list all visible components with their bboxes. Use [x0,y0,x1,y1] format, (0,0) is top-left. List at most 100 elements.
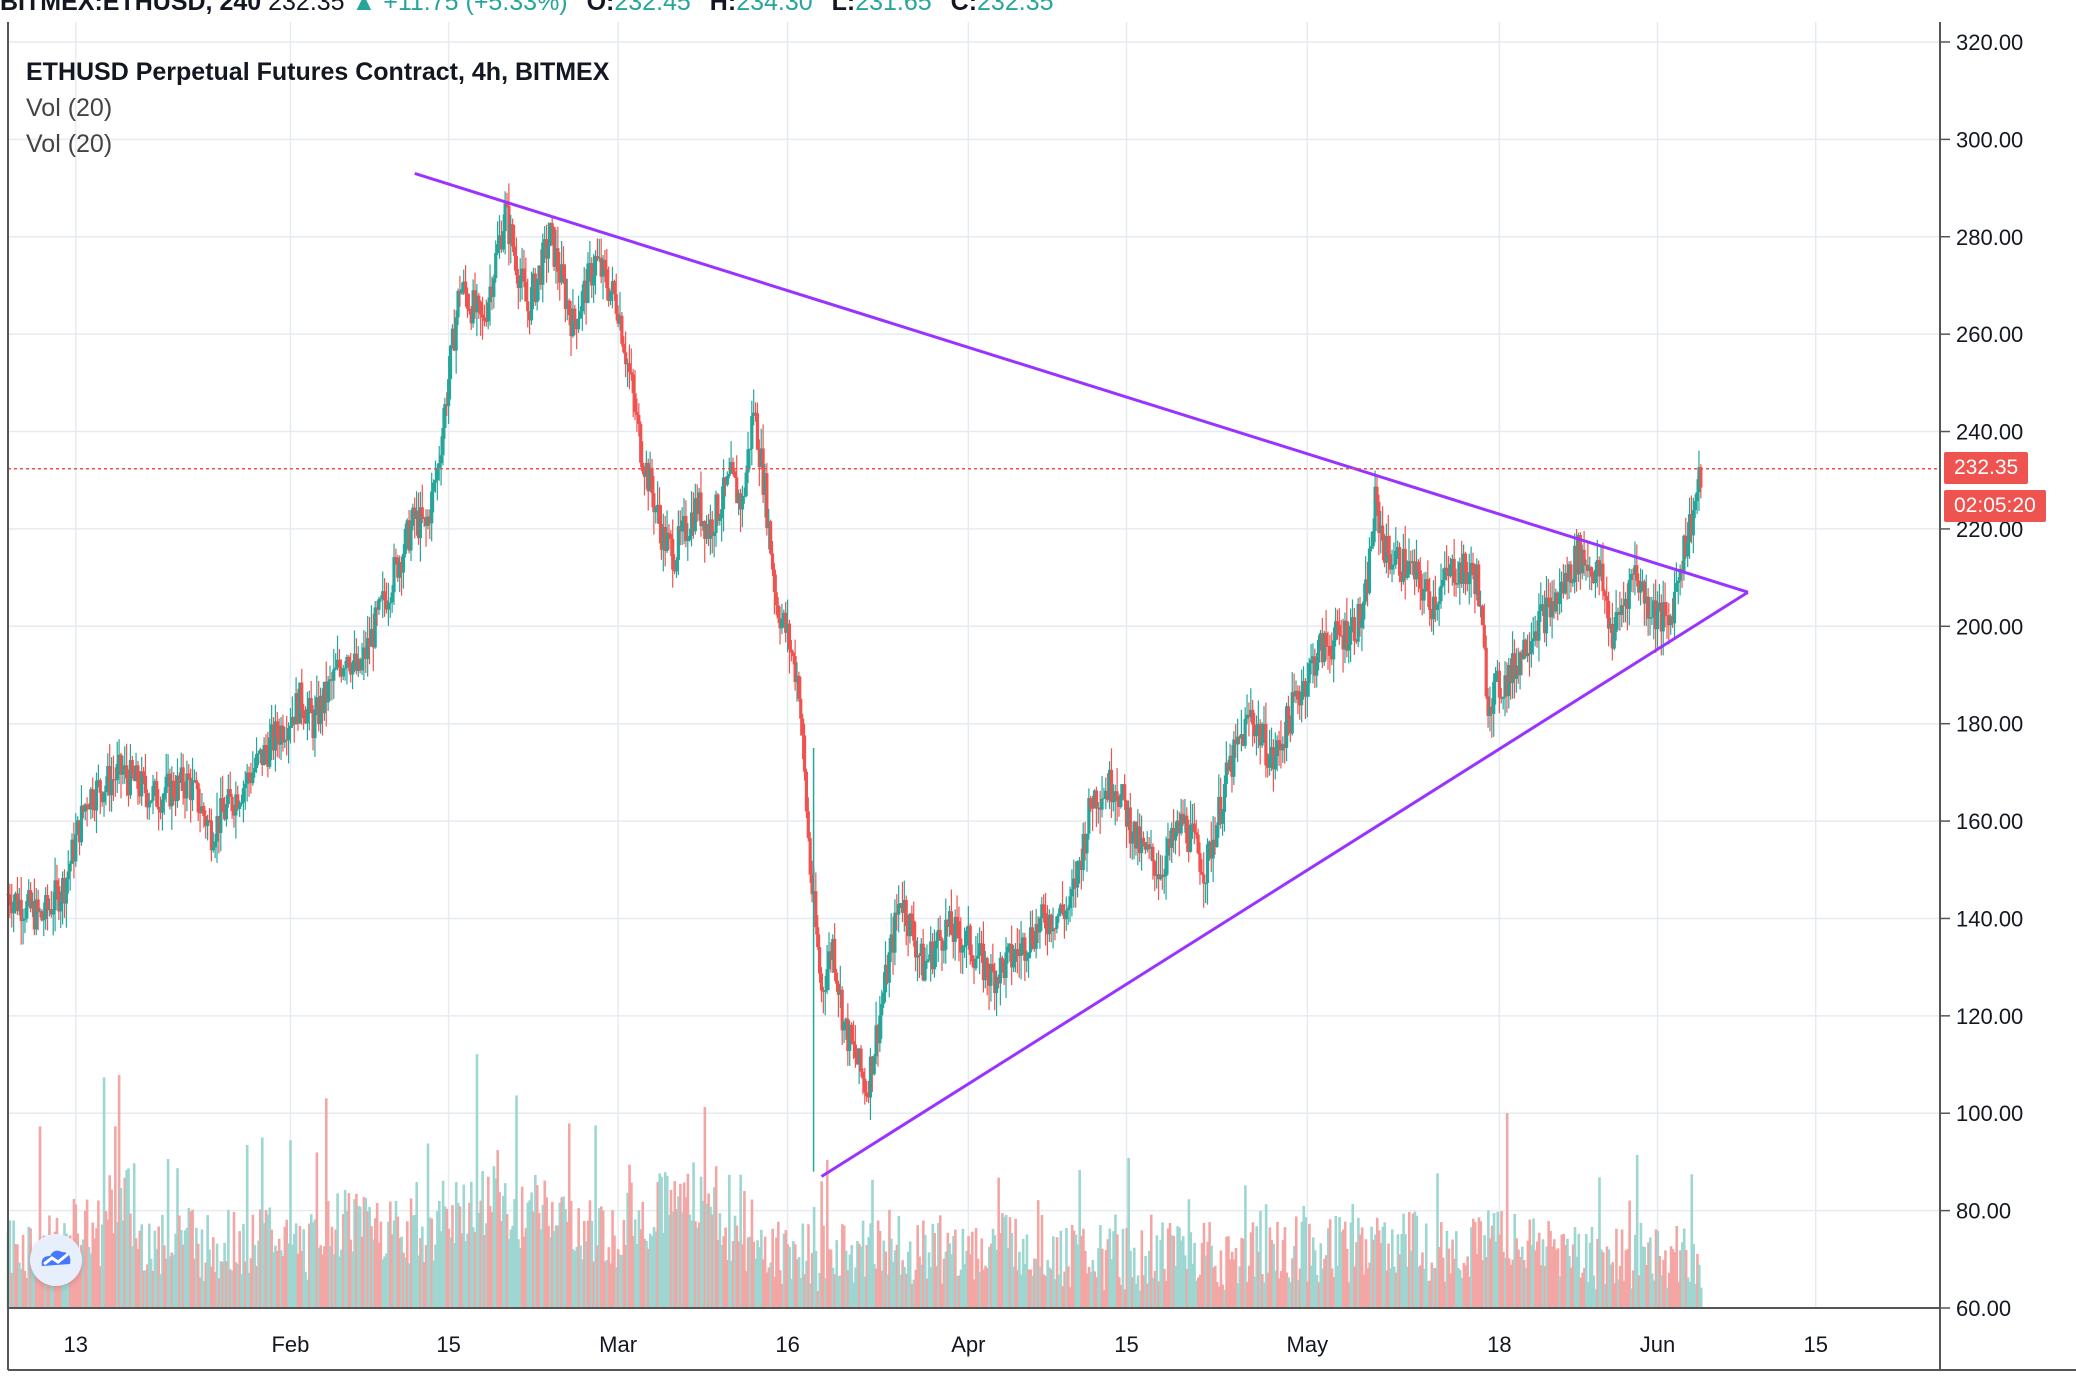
candle-body [189,777,193,801]
candle-body [1313,656,1317,676]
candle-body [966,925,970,931]
candle-body [1482,625,1486,648]
candle-body [230,796,234,811]
candle-body [859,1048,863,1072]
volume-bar [696,1227,699,1308]
volume-bar [422,1262,426,1308]
candle-body [270,724,274,738]
volume-bar [315,1152,319,1308]
series-title[interactable]: ETHUSD Perpetual Futures Contract, 4h, B… [26,58,610,86]
candle-body [872,1056,876,1075]
trendlines[interactable] [414,172,1749,1178]
trendline [414,172,1749,594]
volume-bar [129,1213,132,1308]
volume-bar [27,1226,31,1308]
candle-body [1128,807,1132,844]
volume-bar [1304,1217,1307,1308]
volume-bar [1193,1242,1196,1308]
volume-bar [976,1258,980,1308]
candle-body [1541,604,1545,606]
candle-body [1426,579,1430,592]
x-tick-label: 13 [64,1332,88,1357]
candle-body [1155,874,1159,876]
volume-bar [259,1209,262,1308]
volume-bar [1481,1260,1485,1308]
candle-body [1381,525,1385,541]
volume-bar [948,1243,952,1308]
candle-body [61,877,65,902]
volume-bar [268,1207,272,1308]
candle-body [1236,736,1240,745]
volume-bar [1603,1284,1607,1308]
volume-bar [321,1254,324,1308]
volume-bar [1225,1236,1228,1308]
volume-bar [686,1173,690,1308]
volume-bar [993,1235,997,1308]
volume-bar [78,1256,81,1308]
volume-bar [705,1203,709,1308]
volume-indicator-1[interactable]: Vol (20) [26,94,113,122]
candle-body [1211,839,1215,859]
candle-body [552,227,556,267]
volume-bar [1080,1235,1083,1308]
volume-indicator-2[interactable]: Vol (20) [26,130,113,158]
candle-body [1471,562,1475,576]
volume-bar [801,1223,805,1308]
volume-bar [846,1270,850,1308]
volume-bar [1100,1248,1104,1308]
volume-bar [1033,1258,1036,1308]
volume-bar [824,1278,827,1308]
volume-bar [1116,1234,1119,1308]
candle-body [12,901,16,914]
volume-bar [221,1261,225,1308]
candle-body [1516,665,1520,676]
volume-bar [728,1174,731,1308]
candle-body [183,790,187,799]
candle-body [501,231,505,250]
volume-bar [436,1211,439,1308]
candle-body [744,472,748,496]
volume-bar [61,1271,64,1308]
candle-body [141,771,146,776]
volume-bar [1151,1277,1155,1308]
volume-bar [1415,1215,1419,1308]
tradingview-cloud-icon[interactable] [30,1234,82,1286]
candle-body [1224,762,1228,785]
volume-bar [1121,1228,1125,1308]
candle-body [1345,620,1349,651]
candle-body [648,467,652,492]
candle-body [1606,600,1611,629]
volume-bar [1677,1281,1680,1308]
volume-bar [560,1197,564,1308]
candle-body [305,709,310,724]
volume-bar [279,1250,283,1308]
volume-bar [83,1210,87,1308]
candle-body [898,903,903,905]
volume-bar [1692,1244,1695,1308]
candle-body [1179,813,1183,834]
volume-bar [1102,1290,1106,1308]
volume-bar [1296,1280,1300,1308]
volume-bar [1168,1223,1172,1308]
candle-body [1539,604,1543,612]
candle-body [204,816,208,827]
candle-body [1219,796,1223,824]
volume-bar [1432,1268,1436,1308]
volume-bar [1313,1250,1317,1308]
volume-bar [1285,1272,1289,1308]
volume-bar [498,1192,501,1308]
volume-bar [147,1223,151,1308]
candle-body [1593,569,1598,583]
volume-bar [729,1260,733,1308]
volume-bar [1157,1281,1161,1308]
volume-bar [191,1209,194,1308]
volume-bar [859,1246,863,1308]
candle-body [47,909,52,911]
candle-body [1480,605,1485,626]
candle-body [1563,572,1567,594]
volume-bar [358,1206,362,1308]
candle-body [158,809,163,813]
volume-bar [392,1220,396,1308]
candle-body [256,753,261,755]
